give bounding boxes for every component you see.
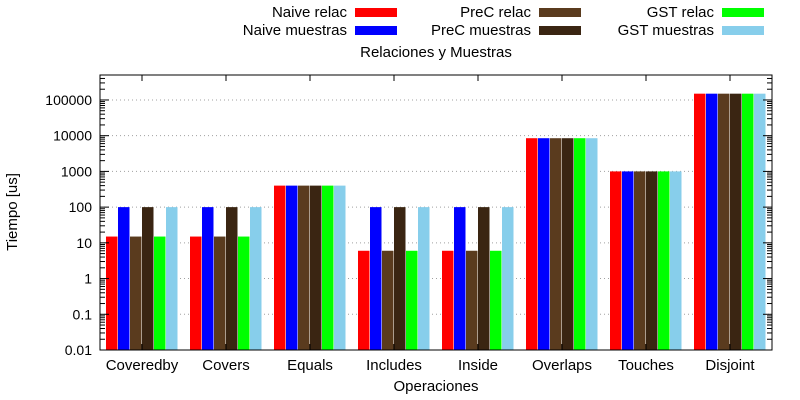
x-tick-label: Coveredby <box>106 357 179 374</box>
legend-swatch <box>539 8 581 17</box>
y-tick-label: 10000 <box>53 128 92 144</box>
x-tick-label: Overlaps <box>532 357 592 374</box>
legend-swatch <box>539 26 581 35</box>
bar-covers-gst-relac <box>238 236 250 350</box>
x-tick-label: Includes <box>366 357 422 374</box>
bar-covers-naive-relac <box>190 236 202 350</box>
x-tick-label: Inside <box>458 357 498 374</box>
legend-label: PreC muestras <box>431 22 531 39</box>
bars <box>106 93 766 350</box>
bar-touches-prec-muestras <box>646 171 658 350</box>
y-tick-label: 0.01 <box>65 342 92 358</box>
bar-includes-prec-relac <box>382 250 394 350</box>
axis-ticks <box>100 74 772 351</box>
chart-title: Relaciones y Muestras <box>360 44 512 61</box>
bar-coveredby-naive-muestras <box>118 207 130 350</box>
bar-includes-naive-relac <box>358 250 370 350</box>
legend-label: PreC relac <box>460 4 531 21</box>
bar-disjoint-prec-relac <box>718 93 730 350</box>
bar-touches-naive-relac <box>610 171 622 350</box>
bar-overlaps-naive-muestras <box>538 138 550 350</box>
bar-disjoint-gst-muestras <box>754 93 766 350</box>
bar-covers-prec-relac <box>214 236 226 350</box>
bar-coveredby-naive-relac <box>106 236 118 350</box>
bar-includes-gst-relac <box>406 250 418 350</box>
bar-equals-naive-muestras <box>286 185 298 350</box>
y-tick-label: 1 <box>84 271 92 287</box>
bar-inside-gst-muestras <box>502 207 514 350</box>
legend-label: Naive relac <box>272 4 348 21</box>
bar-overlaps-gst-muestras <box>586 138 598 350</box>
bar-coveredby-prec-muestras <box>142 207 154 350</box>
bar-inside-prec-muestras <box>478 207 490 350</box>
bar-includes-naive-muestras <box>370 207 382 350</box>
y-tick-label: 100000 <box>45 92 92 108</box>
x-tick-label: Covers <box>202 357 250 374</box>
bar-inside-naive-muestras <box>454 207 466 350</box>
bar-overlaps-prec-muestras <box>562 138 574 350</box>
bar-inside-prec-relac <box>466 250 478 350</box>
legend-swatch <box>722 26 764 35</box>
bar-coveredby-gst-relac <box>154 236 166 350</box>
bar-coveredby-gst-muestras <box>166 207 178 350</box>
bar-inside-gst-relac <box>490 250 502 350</box>
bar-equals-naive-relac <box>274 185 286 350</box>
y-tick-label: 0.1 <box>73 306 93 322</box>
bar-overlaps-naive-relac <box>526 138 538 350</box>
bar-touches-naive-muestras <box>622 171 634 350</box>
x-tick-label: Disjoint <box>705 357 755 374</box>
legend-label: Naive muestras <box>243 22 347 39</box>
bar-touches-gst-relac <box>658 171 670 350</box>
legend-label: GST relac <box>647 4 715 21</box>
bar-disjoint-naive-muestras <box>706 93 718 350</box>
legend-label: GST muestras <box>618 22 714 39</box>
bar-equals-gst-relac <box>322 185 334 350</box>
bar-touches-prec-relac <box>634 171 646 350</box>
bar-coveredby-prec-relac <box>130 236 142 350</box>
x-axis-label: Operaciones <box>393 378 478 395</box>
legend-swatch <box>355 26 397 35</box>
bar-touches-gst-muestras <box>670 171 682 350</box>
bar-covers-naive-muestras <box>202 207 214 350</box>
y-axis-label: Tiempo [us] <box>4 173 21 251</box>
bar-includes-prec-muestras <box>394 207 406 350</box>
bar-equals-gst-muestras <box>334 185 346 350</box>
bar-disjoint-gst-relac <box>742 93 754 350</box>
y-tick-label: 1000 <box>61 163 92 179</box>
bar-equals-prec-muestras <box>310 185 322 350</box>
legend-swatch <box>355 8 397 17</box>
y-tick-labels: 0.01 0.1 1 10 100 1000 10000 100000 <box>45 92 92 358</box>
y-tick-label: 10 <box>76 235 92 251</box>
bar-equals-prec-relac <box>298 185 310 350</box>
y-tick-label: 100 <box>69 199 93 215</box>
x-tick-labels: Coveredby Covers Equals Includes Inside Overl… <box>106 357 756 374</box>
x-tick-label: Equals <box>287 357 333 374</box>
x-tick-label: Touches <box>618 357 674 374</box>
bar-includes-gst-muestras <box>418 207 430 350</box>
bar-disjoint-naive-relac <box>694 93 706 350</box>
bar-disjoint-prec-muestras <box>730 93 742 350</box>
bar-overlaps-prec-relac <box>550 138 562 350</box>
bar-covers-gst-muestras <box>250 207 262 350</box>
bar-inside-naive-relac <box>442 250 454 350</box>
bar-overlaps-gst-relac <box>574 138 586 350</box>
bar-covers-prec-muestras <box>226 207 238 350</box>
legend-swatch <box>722 8 764 17</box>
